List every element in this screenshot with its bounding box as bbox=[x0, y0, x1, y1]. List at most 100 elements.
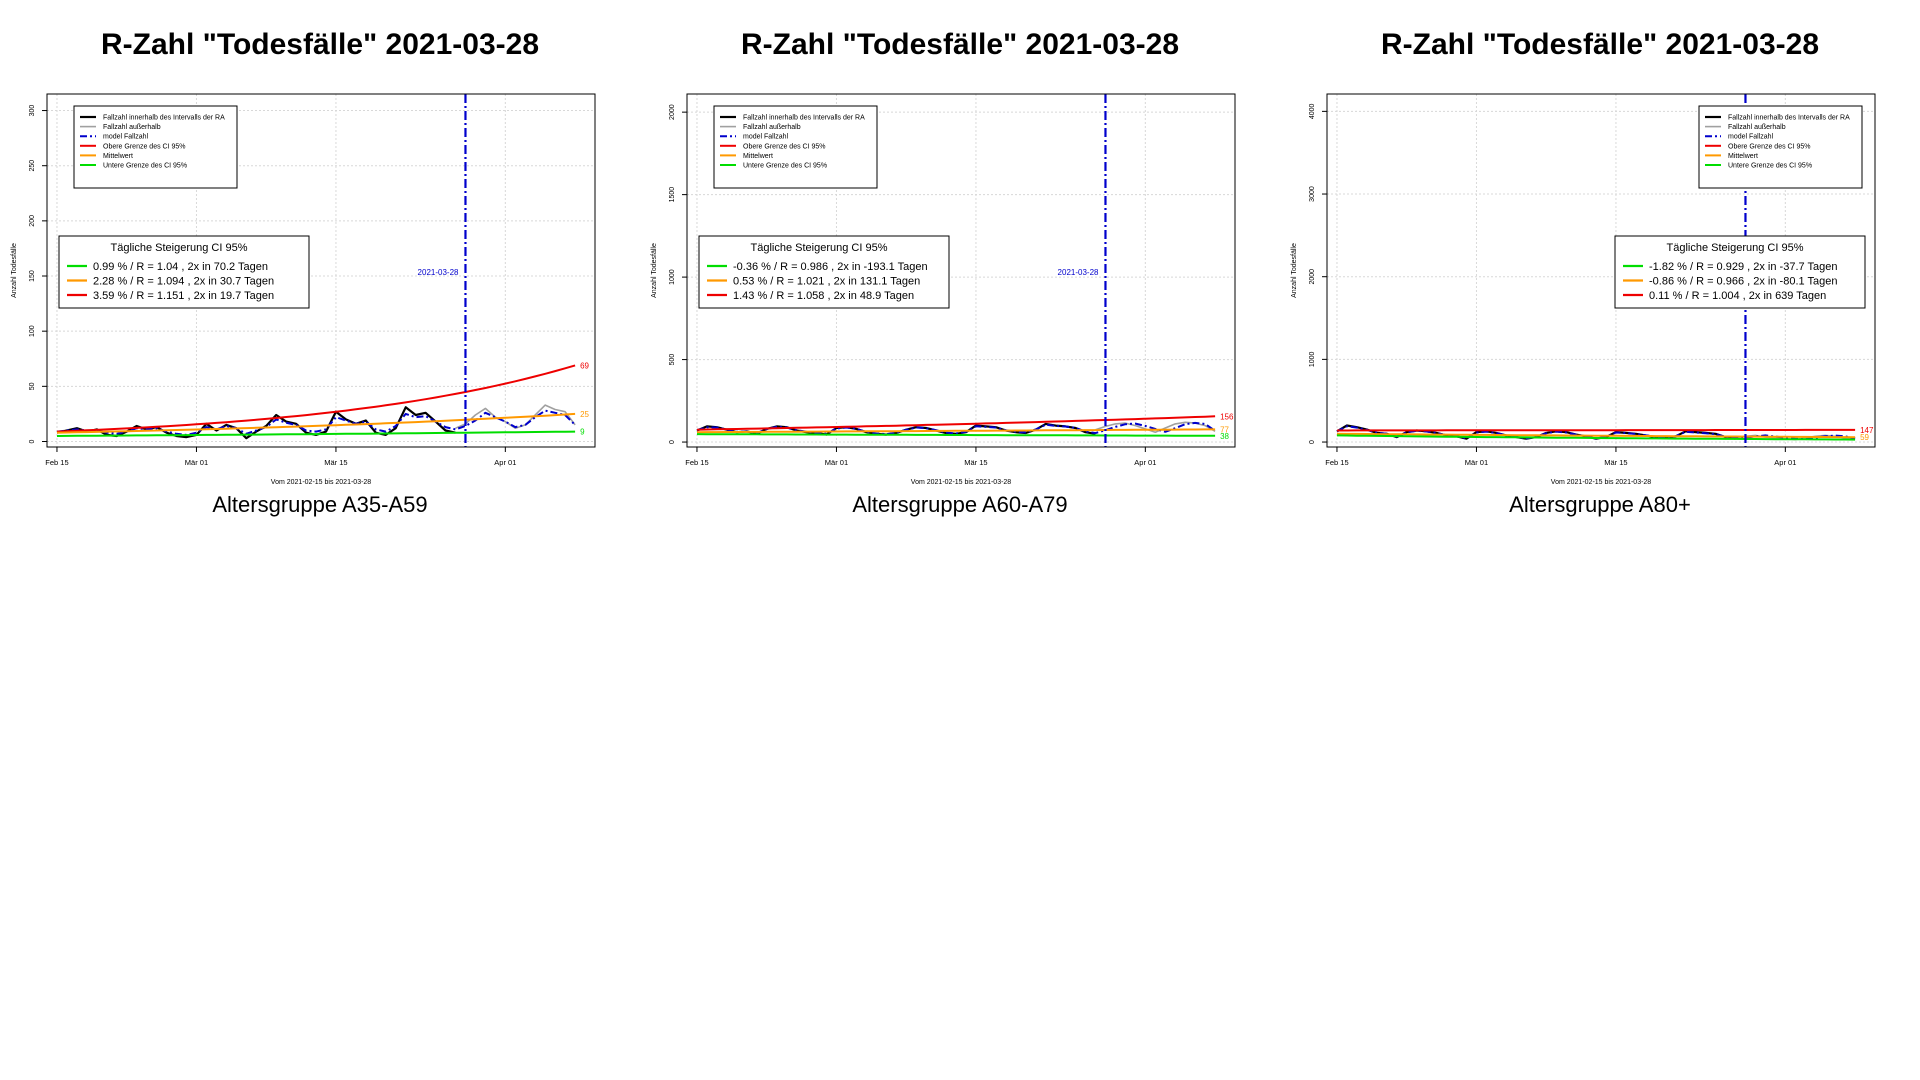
legend-label: Mittelwert bbox=[103, 153, 133, 160]
x-tick-label: Mär 15 bbox=[324, 458, 347, 467]
x-axis-label: Vom 2021-02-15 bis 2021-03-28 bbox=[271, 479, 372, 486]
ci-info-box bbox=[58, 235, 310, 309]
x-tick-label: Apr 01 bbox=[1774, 458, 1796, 467]
legend-label: Fallzahl innerhalb des Intervalls der RA bbox=[1728, 115, 1850, 122]
legend-label: Mittelwert bbox=[743, 153, 773, 160]
series-line-lower bbox=[1336, 434, 1856, 441]
series-end-label: 9 bbox=[580, 428, 585, 437]
series-line-lower bbox=[696, 433, 1216, 437]
plot-frame bbox=[1326, 93, 1876, 448]
x-tick-label: Apr 01 bbox=[1134, 458, 1156, 467]
y-tick-label: 1000 bbox=[1309, 351, 1316, 367]
y-tick-label: 0 bbox=[1309, 440, 1316, 444]
y-tick-label: 4000 bbox=[1309, 103, 1316, 119]
series-line-upper bbox=[56, 364, 576, 433]
series-line-mean bbox=[696, 428, 1216, 434]
legend-label: Fallzahl außerhalb bbox=[1728, 124, 1786, 131]
plot-frame bbox=[46, 93, 596, 448]
y-tick-label: 300 bbox=[29, 105, 36, 117]
y-tick-label: 200 bbox=[29, 215, 36, 227]
legend-label: Fallzahl innerhalb des Intervalls der RA bbox=[103, 115, 225, 122]
x-axis-label: Vom 2021-02-15 bis 2021-03-28 bbox=[911, 479, 1012, 486]
x-tick-label: Feb 15 bbox=[45, 458, 68, 467]
y-axis-label: Anzahl Todesfälle bbox=[651, 243, 658, 298]
series-end-label: 38 bbox=[1220, 432, 1229, 441]
series-line-lower bbox=[56, 430, 576, 437]
x-tick-label: Feb 15 bbox=[685, 458, 708, 467]
ci-row-text: 0.53 % / R = 1.021 , 2x in 131.1 Tagen bbox=[733, 276, 920, 288]
legend-label: Obere Grenze des CI 95% bbox=[103, 143, 186, 150]
series-line-upper bbox=[1337, 428, 1856, 432]
chart-title: R-Zahl "Todesfälle" 2021-03-28 bbox=[100, 28, 540, 61]
ci-row-text: -0.86 % / R = 0.966 , 2x in -80.1 Tagen bbox=[1649, 276, 1837, 288]
legend-label: Untere Grenze des CI 95% bbox=[1728, 163, 1812, 170]
legend-label: Fallzahl außerhalb bbox=[103, 124, 161, 131]
ci-box-title: Tägliche Steigerung CI 95% bbox=[111, 242, 248, 254]
ci-info-box bbox=[1614, 235, 1866, 309]
chart-title: R-Zahl "Todesfälle" 2021-03-28 bbox=[740, 28, 1180, 61]
legend-label: model Fallzahl bbox=[743, 134, 789, 141]
ci-row-text: 0.99 % / R = 1.04 , 2x in 70.2 Tagen bbox=[93, 261, 268, 273]
plot-frame bbox=[686, 93, 1236, 448]
chart-subtitle: Altersgruppe A60-A79 bbox=[852, 492, 1068, 517]
series-end-label: 59 bbox=[1860, 433, 1869, 442]
x-tick-label: Mär 15 bbox=[1604, 458, 1627, 467]
y-axis-label: Anzahl Todesfälle bbox=[1291, 243, 1298, 298]
chart-panel-a60-a79: R-Zahl "Todesfälle" 2021-03-28 156 77 38 20… bbox=[640, 0, 1280, 540]
date-marker-label: 2021-03-28 bbox=[1058, 268, 1099, 277]
y-tick-label: 1500 bbox=[669, 187, 676, 203]
x-tick-label: Mär 01 bbox=[1465, 458, 1488, 467]
legend-label: Untere Grenze des CI 95% bbox=[103, 163, 187, 170]
series-end-label: 25 bbox=[580, 410, 589, 419]
legend-label: Untere Grenze des CI 95% bbox=[743, 163, 827, 170]
series-line-mean bbox=[56, 412, 576, 434]
series-line-outside bbox=[455, 404, 576, 430]
legend-label: Obere Grenze des CI 95% bbox=[743, 143, 826, 150]
x-tick-label: Apr 01 bbox=[494, 458, 516, 467]
series-end-label: 156 bbox=[1220, 412, 1234, 421]
y-axis-label: Anzahl Todesfälle bbox=[11, 243, 18, 298]
x-tick-label: Mär 15 bbox=[964, 458, 987, 467]
chart-title: R-Zahl "Todesfälle" 2021-03-28 bbox=[1380, 28, 1820, 61]
series-end-label: 69 bbox=[580, 361, 589, 370]
legend-label: model Fallzahl bbox=[103, 134, 149, 141]
chart-panel-a80-plus: R-Zahl "Todesfälle" 2021-03-28 147 59 0 100… bbox=[1280, 0, 1920, 540]
ci-box-title: Tägliche Steigerung CI 95% bbox=[751, 242, 888, 254]
y-tick-label: 50 bbox=[29, 382, 36, 390]
ci-row-text: -1.82 % / R = 0.929 , 2x in -37.7 Tagen bbox=[1649, 261, 1837, 273]
legend-box bbox=[713, 105, 878, 189]
ci-info-box bbox=[698, 235, 950, 309]
x-axis-label: Vom 2021-02-15 bis 2021-03-28 bbox=[1551, 479, 1652, 486]
chart-panel-a35-a59: R-Zahl "Todesfälle" 2021-03-28 69 25 9 2021… bbox=[0, 0, 640, 540]
legend-label: Fallzahl innerhalb des Intervalls der RA bbox=[743, 115, 865, 122]
series-line-upper bbox=[696, 415, 1216, 431]
chart-plot-a35-a59: 69 25 9 2021-03-28 0 50 100 150 200 250 300 Feb 15 M… bbox=[11, 93, 596, 486]
x-tick-label: Mär 01 bbox=[825, 458, 848, 467]
y-tick-label: 500 bbox=[669, 354, 676, 366]
series-end-label: 147 bbox=[1860, 426, 1874, 435]
series-line-model bbox=[696, 421, 1216, 436]
series-end-label: 77 bbox=[1220, 425, 1229, 434]
legend-box bbox=[1698, 105, 1863, 189]
ci-row-text: 2.28 % / R = 1.094 , 2x in 30.7 Tagen bbox=[93, 276, 274, 288]
x-tick-label: Feb 15 bbox=[1325, 458, 1348, 467]
legend-box bbox=[73, 105, 238, 189]
y-tick-label: 1000 bbox=[669, 269, 676, 285]
date-marker-label: 2021-03-28 bbox=[418, 268, 459, 277]
ci-box-title: Tägliche Steigerung CI 95% bbox=[1667, 242, 1804, 254]
y-tick-label: 0 bbox=[669, 440, 676, 444]
chart-subtitle: Altersgruppe A35-A59 bbox=[212, 492, 428, 517]
y-tick-label: 100 bbox=[29, 325, 36, 337]
y-tick-label: 3000 bbox=[1309, 186, 1316, 202]
y-tick-label: 250 bbox=[29, 160, 36, 172]
chart-subtitle: Altersgruppe A80+ bbox=[1509, 492, 1691, 517]
ci-row-text: -0.36 % / R = 0.986 , 2x in -193.1 Tagen bbox=[733, 261, 928, 273]
y-tick-label: 0 bbox=[29, 439, 36, 443]
legend-label: Fallzahl außerhalb bbox=[743, 124, 801, 131]
ci-row-text: 0.11 % / R = 1.004 , 2x in 639 Tagen bbox=[1649, 290, 1826, 302]
legend-label: model Fallzahl bbox=[1728, 134, 1774, 141]
y-tick-label: 2000 bbox=[1309, 269, 1316, 285]
series-line-model bbox=[56, 409, 576, 436]
